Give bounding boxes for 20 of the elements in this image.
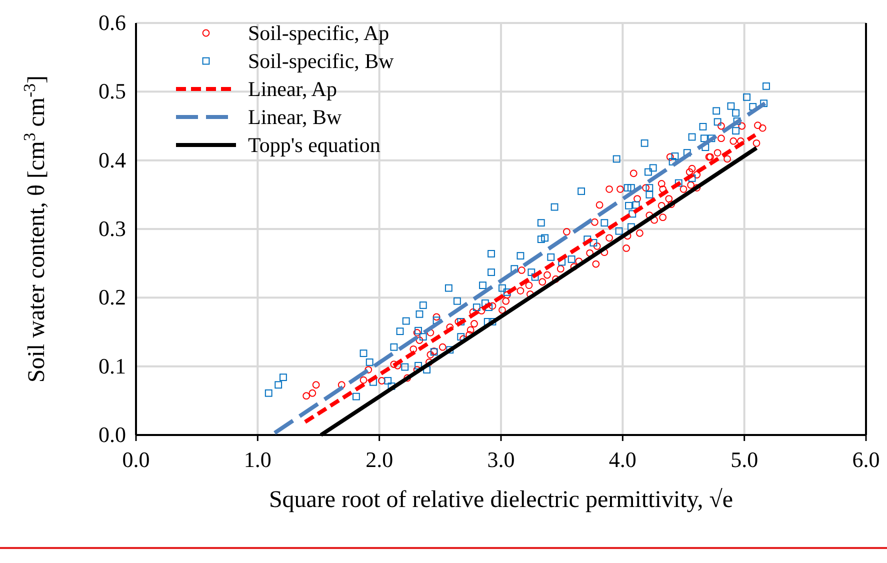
x-tick-label: 2.0 [366, 447, 394, 472]
x-tick-label: 3.0 [487, 447, 515, 472]
x-tick-label: 4.0 [608, 447, 636, 472]
legend-label: Topp's equation [248, 133, 381, 157]
x-tick-label: 5.0 [730, 447, 758, 472]
legend-label: Soil-specific, Ap [248, 21, 390, 45]
x-tick-label: 0.0 [122, 447, 150, 472]
y-tick-label: 0.0 [98, 422, 126, 447]
y-tick-label: 0.4 [98, 147, 126, 172]
x-tick-label: 6.0 [852, 447, 880, 472]
legend-label: Soil-specific, Bw [248, 49, 395, 73]
y-tick-label: 0.3 [98, 216, 126, 241]
y-tick-label: 0.6 [98, 10, 126, 35]
legend-label: Linear, Ap [248, 77, 337, 101]
y-tick-label: 0.1 [98, 353, 126, 378]
x-tick-label: 1.0 [244, 447, 272, 472]
legend-label: Linear, Bw [248, 105, 342, 129]
y-tick-label: 0.2 [98, 284, 126, 310]
y-tick-label: 0.5 [98, 78, 126, 104]
x-axis-title: Square root of relative dielectric permittivity, √e [268, 487, 734, 513]
